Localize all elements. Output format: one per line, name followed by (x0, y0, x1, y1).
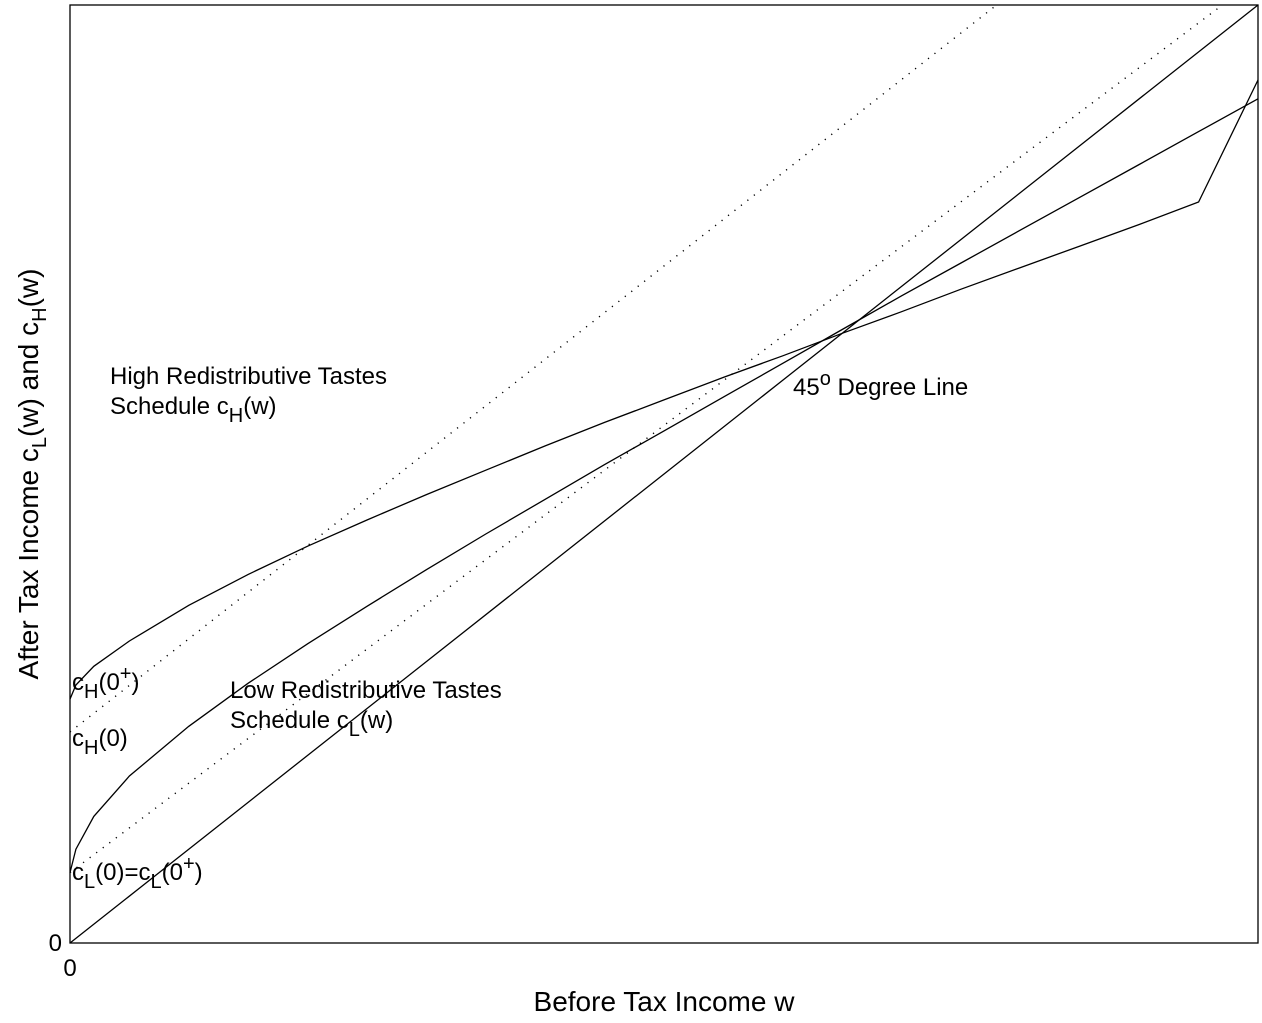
plot-frame (69, 4, 1259, 944)
annotation-high-line2: Schedule cH(w) (110, 393, 277, 427)
annotation-45-degree: 45o Degree Line (793, 368, 968, 401)
annotation-cH-0: cH(0) (72, 725, 128, 759)
annotation-cL-0: cL(0)=cL(0+) (72, 853, 203, 893)
annotation-low-line2: Schedule cL(w) (230, 707, 393, 741)
annotation-cH-0-plus: cH(0+) (72, 663, 139, 703)
y-axis-label: After Tax Income cL(w) and cH(w) (13, 269, 51, 680)
annotation-low-line1: Low Redistributive Tastes (230, 677, 502, 704)
series-layer (69, 4, 1259, 944)
x-tick-label: 0 (63, 955, 76, 982)
series-line-2 (69, 98, 1259, 873)
annotation-high-line1: High Redistributive Tastes (110, 363, 387, 390)
series-line-0 (69, 4, 1259, 944)
x-axis-label: Before Tax Income w (534, 986, 796, 1017)
series-line-1 (69, 79, 1259, 700)
y-tick-label: 0 (49, 930, 62, 957)
series-line-4 (69, 4, 1223, 874)
